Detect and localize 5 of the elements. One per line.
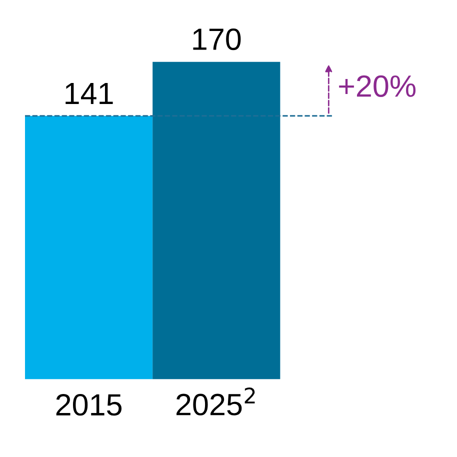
x-tick-label: 2025$^{2}$ <box>176 388 255 416</box>
data-label: 141 <box>66 82 113 104</box>
text: +20% <box>339 75 416 97</box>
x-tick-label: 2015 <box>56 394 122 416</box>
data-label: 170 <box>193 28 241 50</box>
